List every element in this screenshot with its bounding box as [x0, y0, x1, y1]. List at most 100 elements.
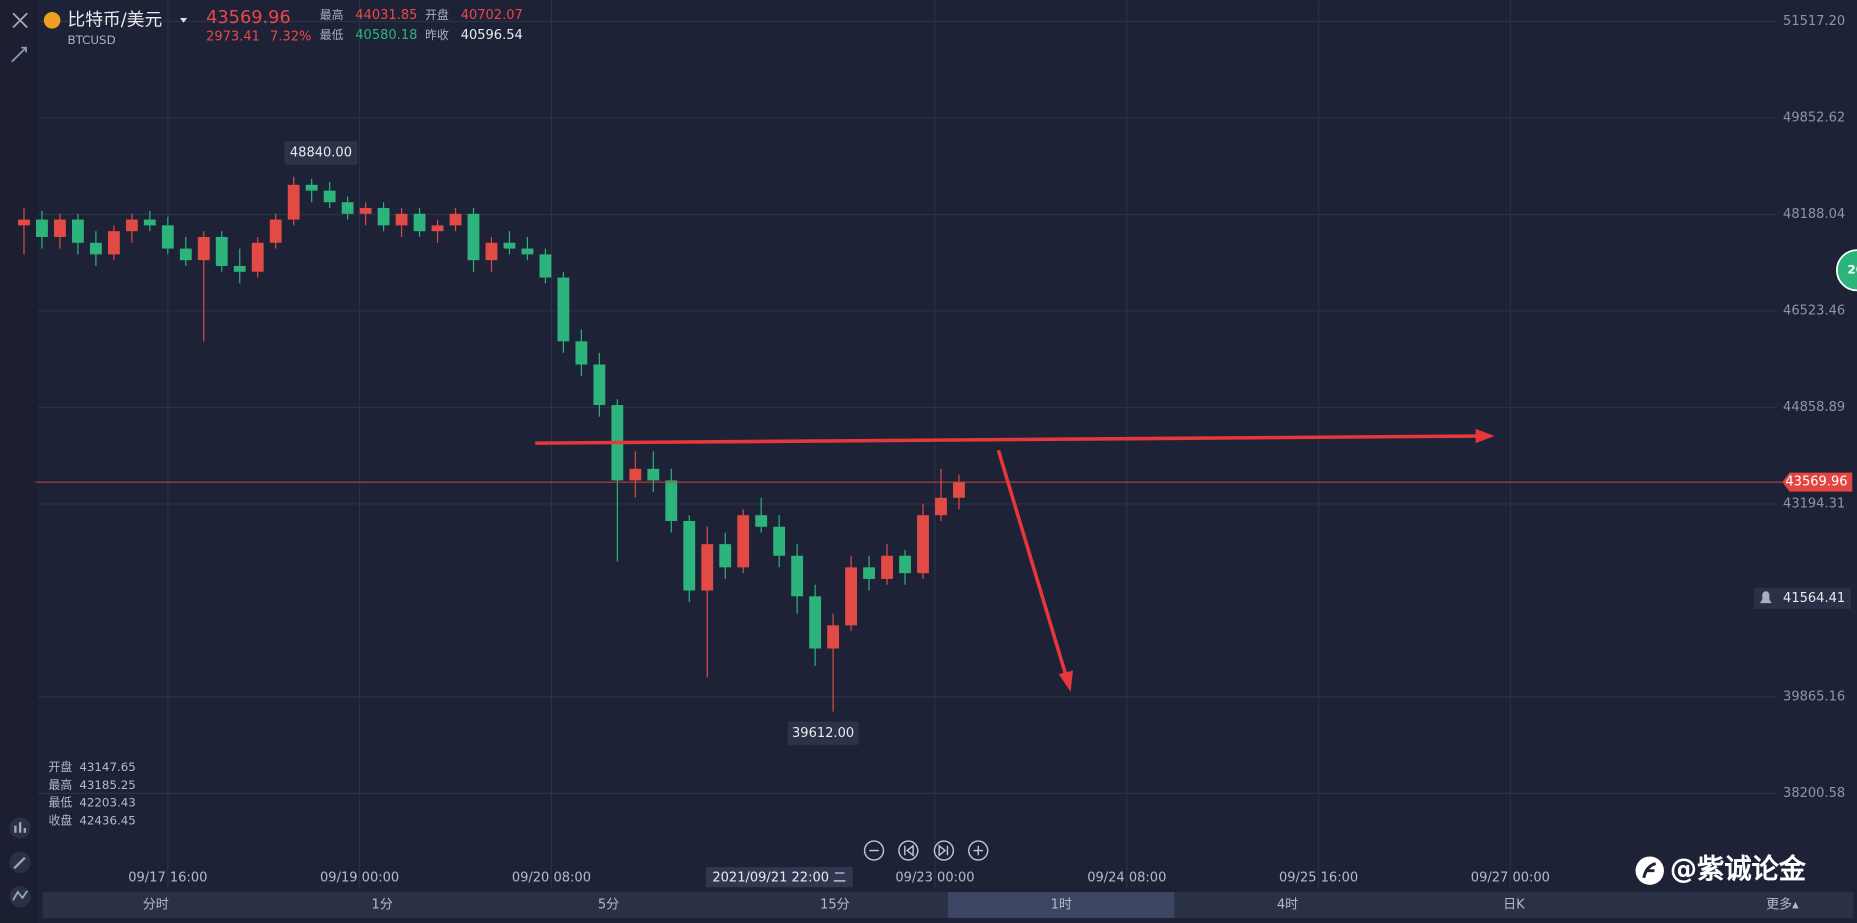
last-price: 43569.96 — [206, 8, 291, 28]
tab[interactable]: 更多▴ — [1766, 897, 1799, 913]
candle-body — [107, 231, 120, 255]
coin-icon — [43, 12, 61, 29]
zoom-in[interactable] — [968, 840, 989, 861]
symbol-dropdown[interactable] — [180, 17, 188, 23]
tab-bar — [42, 891, 1854, 919]
stat-value: 44031.85 — [355, 8, 417, 23]
candle-body — [521, 248, 534, 255]
line-tool-button[interactable] — [9, 886, 31, 908]
close-button[interactable] — [12, 12, 28, 29]
x-tick-label: 09/23 00:00 — [895, 870, 974, 885]
candle-body — [143, 219, 156, 226]
x-tick-label: 09/20 08:00 — [512, 870, 591, 885]
tab[interactable]: 1分 — [372, 898, 393, 913]
candle-body — [54, 219, 66, 237]
crosshair-label: 2021/09/21 22:00 二 — [712, 870, 846, 885]
alert-price-tag[interactable] — [1753, 587, 1852, 610]
candle-body — [341, 202, 354, 214]
candle-body — [647, 468, 660, 481]
watermark: @紫诚论金 — [1670, 853, 1807, 885]
candle-body — [917, 515, 929, 574]
candle-body — [791, 555, 804, 597]
candle-body — [377, 207, 390, 226]
symbol-name[interactable]: 比特币/美元 — [68, 9, 163, 30]
tab[interactable]: 分时 — [143, 898, 169, 913]
candle-body — [179, 248, 192, 261]
scroll-start[interactable] — [898, 840, 919, 861]
candle-body — [71, 219, 84, 243]
candle-body — [125, 219, 138, 232]
scroll-end[interactable] — [933, 840, 955, 861]
x-tick-label: 09/27 00:00 — [1471, 870, 1550, 885]
side-badge[interactable] — [1835, 249, 1857, 292]
candle-body — [575, 341, 588, 365]
candle-body — [935, 497, 947, 516]
candle-body — [215, 236, 228, 266]
stat-value: 40596.54 — [461, 28, 523, 43]
high-annotation-box — [284, 141, 358, 165]
candle-body — [89, 242, 102, 255]
candle-body — [18, 219, 30, 226]
watermark-logo — [1635, 856, 1664, 885]
candle-body — [287, 184, 300, 220]
stat-label: 昨收 — [425, 28, 449, 42]
info-value: 42436.45 — [79, 813, 135, 827]
y-tick-label: 46523.46 — [1783, 303, 1845, 318]
candle-body — [845, 567, 858, 626]
candle-body — [431, 225, 444, 232]
candle-body — [233, 265, 246, 272]
tab[interactable]: 1时 — [1051, 898, 1072, 913]
y-tick-label: 39865.16 — [1783, 689, 1845, 704]
x-tick-label: 09/24 08:00 — [1087, 870, 1166, 885]
active-tab — [948, 891, 1175, 919]
tab[interactable]: 日K — [1503, 898, 1525, 913]
indicator-button[interactable] — [9, 817, 31, 839]
alert-price-label: 41564.41 — [1783, 591, 1845, 606]
zoom-out[interactable] — [863, 840, 885, 861]
stat-label: 最高 — [320, 8, 344, 22]
info-label: 最高 — [49, 778, 73, 792]
info-value: 42203.43 — [79, 796, 135, 810]
candle-body — [36, 219, 48, 237]
candle-body — [413, 213, 426, 232]
high-annotation: 48840.00 — [290, 145, 352, 160]
price-change: 2973.41 — [206, 29, 260, 44]
pen-button[interactable] — [9, 851, 31, 874]
info-value: 43185.25 — [79, 778, 135, 792]
candle-body — [827, 625, 840, 649]
candle-body — [881, 555, 893, 579]
tab[interactable]: 5分 — [598, 898, 619, 913]
draw-tool-button[interactable] — [11, 46, 27, 63]
y-tick-label: 44858.89 — [1783, 400, 1845, 415]
info-label: 收盘 — [49, 813, 73, 827]
candle-body — [953, 482, 965, 498]
candle-body — [755, 515, 768, 527]
low-annotation-box — [787, 721, 859, 746]
candle-body — [737, 515, 750, 568]
y-tick-label: 51517.20 — [1783, 14, 1845, 29]
tab[interactable]: 15分 — [820, 898, 850, 913]
candle-body — [503, 242, 516, 249]
symbol-code: BTCUSD — [68, 33, 116, 47]
candle-body — [485, 242, 498, 261]
candle-body — [323, 190, 336, 203]
info-label: 最低 — [49, 796, 73, 810]
candle-body — [863, 567, 875, 579]
stat-value: 40580.18 — [355, 28, 417, 43]
stat-label: 最低 — [320, 28, 344, 42]
candle-body — [161, 225, 174, 249]
y-tick-label: 48188.04 — [1783, 207, 1845, 222]
price-change-pct: 7.32% — [270, 29, 311, 44]
info-label: 开盘 — [49, 760, 73, 774]
x-tick-label: 09/25 16:00 — [1279, 870, 1358, 885]
candle-body — [701, 544, 714, 591]
tab[interactable]: 4时 — [1277, 898, 1298, 913]
low-annotation: 39612.00 — [792, 726, 854, 741]
stat-label: 开盘 — [425, 8, 449, 22]
y-tick-label: 43194.31 — [1783, 496, 1845, 511]
candle-body — [269, 219, 282, 243]
candle-body — [665, 480, 678, 521]
x-tick-label: 09/19 00:00 — [320, 870, 399, 885]
